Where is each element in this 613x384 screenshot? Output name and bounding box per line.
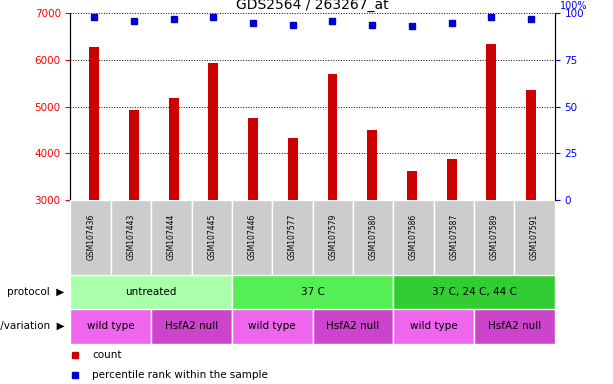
Bar	[129, 110, 139, 200]
Text: 100%: 100%	[560, 1, 588, 11]
Bar	[89, 47, 99, 200]
Bar	[353, 200, 394, 275]
Bar	[111, 200, 151, 275]
Text: GSM107580: GSM107580	[368, 214, 378, 260]
Text: 37 C: 37 C	[301, 287, 324, 297]
Bar	[70, 309, 151, 344]
Bar	[407, 171, 417, 200]
Bar	[70, 200, 111, 275]
Bar	[151, 309, 232, 344]
Text: GSM107577: GSM107577	[288, 214, 297, 260]
Bar	[232, 309, 313, 344]
Bar	[367, 130, 377, 200]
Bar	[486, 44, 496, 200]
Text: GSM107579: GSM107579	[329, 214, 337, 260]
Bar	[191, 200, 232, 275]
Bar	[208, 63, 218, 200]
Bar	[474, 309, 555, 344]
Text: protocol  ▶: protocol ▶	[7, 287, 64, 297]
Bar	[272, 200, 313, 275]
Text: GSM107436: GSM107436	[86, 214, 95, 260]
Bar	[514, 200, 555, 275]
Title: GDS2564 / 263267_at: GDS2564 / 263267_at	[237, 0, 389, 12]
Text: GSM107443: GSM107443	[126, 214, 135, 260]
Bar	[474, 200, 514, 275]
Text: wild type: wild type	[410, 321, 457, 331]
Bar	[327, 74, 337, 200]
Bar	[394, 309, 474, 344]
Text: HsfA2 null: HsfA2 null	[488, 321, 541, 331]
Text: 37 C, 24 C, 44 C: 37 C, 24 C, 44 C	[432, 287, 517, 297]
Text: HsfA2 null: HsfA2 null	[165, 321, 218, 331]
Text: GSM107445: GSM107445	[207, 214, 216, 260]
Text: genotype/variation  ▶: genotype/variation ▶	[0, 321, 64, 331]
Text: GSM107444: GSM107444	[167, 214, 176, 260]
Text: HsfA2 null: HsfA2 null	[326, 321, 379, 331]
Bar	[447, 159, 457, 200]
Bar	[313, 309, 394, 344]
Text: percentile rank within the sample: percentile rank within the sample	[93, 370, 268, 380]
Bar	[70, 275, 232, 309]
Bar	[151, 200, 191, 275]
Text: GSM107589: GSM107589	[490, 214, 499, 260]
Bar	[248, 118, 258, 200]
Bar	[394, 275, 555, 309]
Bar	[169, 98, 178, 200]
Bar	[434, 200, 474, 275]
Text: GSM107586: GSM107586	[409, 214, 418, 260]
Text: untreated: untreated	[126, 287, 177, 297]
Bar	[394, 200, 434, 275]
Text: GSM107587: GSM107587	[449, 214, 459, 260]
Text: GSM107446: GSM107446	[248, 214, 257, 260]
Bar	[313, 200, 353, 275]
Text: count: count	[93, 350, 122, 360]
Bar	[526, 90, 536, 200]
Bar	[232, 200, 272, 275]
Bar	[232, 275, 394, 309]
Text: GSM107591: GSM107591	[530, 214, 539, 260]
Bar	[288, 138, 298, 200]
Text: wild type: wild type	[87, 321, 135, 331]
Text: wild type: wild type	[248, 321, 296, 331]
